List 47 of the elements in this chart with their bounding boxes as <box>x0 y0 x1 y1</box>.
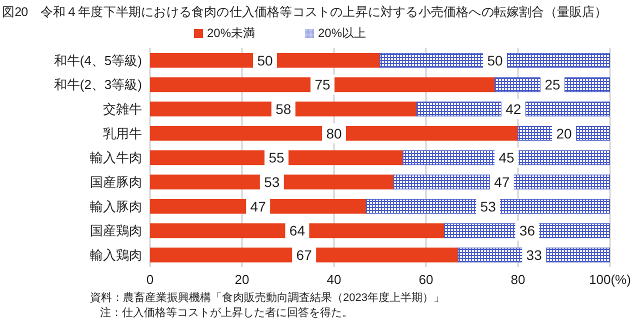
y-tick-label: 輸入牛肉 <box>90 150 142 166</box>
data-label: 25 <box>544 76 560 93</box>
x-tick-label: 20 <box>234 272 250 288</box>
data-label: 53 <box>480 198 496 214</box>
data-label: 36 <box>519 222 536 239</box>
data-label: 47 <box>494 174 510 190</box>
data-label: 33 <box>526 247 542 264</box>
bar <box>366 198 610 214</box>
data-label: 64 <box>289 222 306 239</box>
data-label: 58 <box>276 101 292 118</box>
y-tick-label: 乳用牛 <box>103 126 142 141</box>
bar <box>150 174 394 190</box>
y-tick-label: 和牛(4、5等級) <box>54 52 142 68</box>
bar <box>150 198 367 214</box>
data-label: 45 <box>498 150 514 166</box>
legend-label: 20%未満 <box>206 26 255 40</box>
bar <box>150 248 459 262</box>
data-label: 50 <box>257 52 273 68</box>
bar <box>380 52 610 68</box>
y-tick-label: 輸入鶏肉 <box>90 247 142 262</box>
y-tick-label: 国産鶏肉 <box>90 223 142 238</box>
y-tick-label: 交雑牛 <box>103 101 142 116</box>
x-tick-label: 60 <box>418 272 434 288</box>
x-tick-label: 0 <box>146 272 154 288</box>
data-label: 80 <box>326 125 342 142</box>
x-tick-label: 40 <box>326 272 342 288</box>
x-tick-label: 100(%) <box>589 272 631 288</box>
y-tick-label: 国産豚肉 <box>90 174 142 190</box>
text: 資料：農畜産業振興機構「食肉販売動向調査結果（2023年度上半期）」 <box>90 291 446 306</box>
data-label: 42 <box>506 101 522 118</box>
bar <box>150 102 418 116</box>
data-label: 47 <box>250 198 266 214</box>
text: 注：仕入価格等コストが上昇した者に回答を得た。 <box>99 306 354 321</box>
legend-label: 20%以上 <box>318 26 366 40</box>
chart-title: 図20 令和４年度下半期における食肉の仕入価格等コストの上昇に対する小売価格への転嫁割合（量販店） <box>1 4 608 21</box>
data-label: 75 <box>314 76 330 93</box>
y-tick-label: 輸入豚肉 <box>90 198 142 214</box>
data-label: 53 <box>264 174 280 190</box>
data-label: 55 <box>268 150 284 166</box>
bar <box>150 52 380 68</box>
data-label: 50 <box>487 52 503 68</box>
bar <box>393 174 610 190</box>
bar <box>150 223 445 238</box>
x-tick-label: 80 <box>510 272 526 288</box>
y-tick-label: 和牛(2、3等級) <box>54 77 142 92</box>
data-label: 67 <box>296 247 312 264</box>
data-label: 20 <box>556 125 572 142</box>
